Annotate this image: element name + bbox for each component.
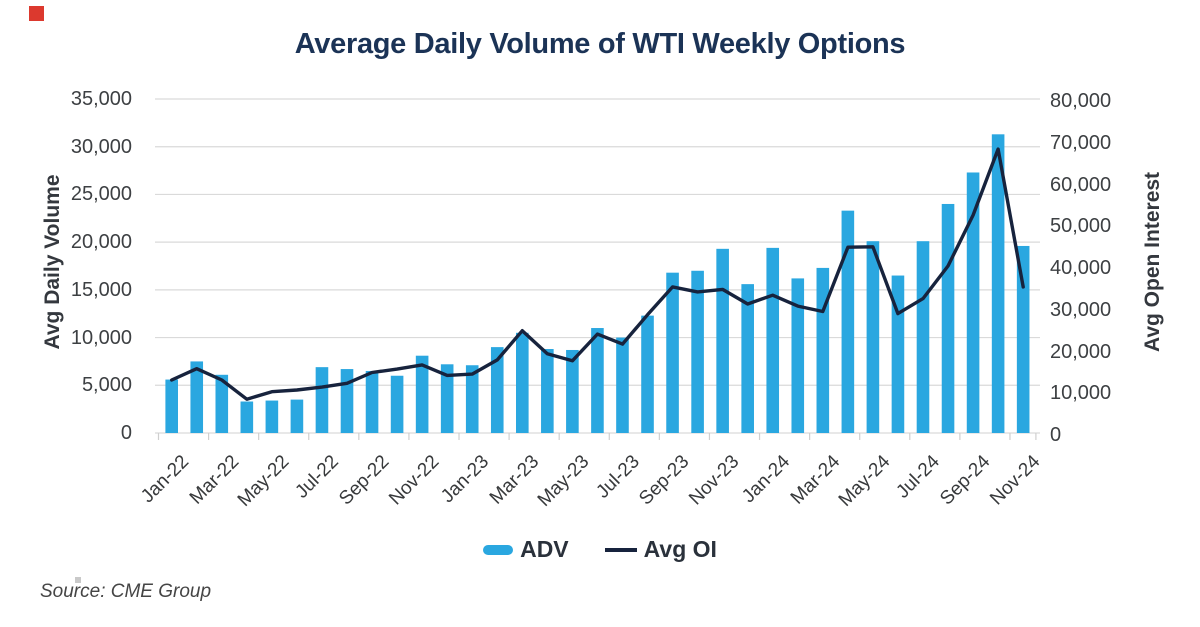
right-axis-tick-label: 20,000 [1050, 340, 1112, 363]
right-axis-tick-label: 10,000 [1050, 382, 1112, 405]
adv-bar-Sep-24 [966, 172, 980, 434]
adv-bar-Apr-22 [240, 401, 254, 433]
left-axis-tick-label: 0 [120, 422, 132, 444]
adv-bar-Jul-23 [616, 337, 629, 433]
right-axis-tick-label: 40,000 [1050, 257, 1112, 279]
legend-item-avg-oi: Avg OI [604, 536, 717, 563]
legend-item-adv: ADV [483, 536, 569, 563]
adv-bar-Dec-22 [440, 364, 454, 433]
right-axis-tick-label: 50,000 [1050, 215, 1112, 238]
adv-bar-Sep-22 [365, 370, 379, 433]
adv-bar-May-22 [265, 400, 279, 433]
right-axis-title: Avg Open Interest [1141, 171, 1164, 353]
adv-bar-Aug-23 [641, 315, 654, 433]
right-axis-tick-label: 60,000 [1050, 173, 1112, 196]
right-axis-tick-label: 80,000 [1050, 90, 1112, 112]
adv-bar-Jan-22 [165, 379, 178, 433]
adv-bar-Nov-23 [716, 248, 729, 433]
adv-bar-Oct-23 [691, 270, 704, 433]
right-axis-tick-label: 30,000 [1050, 298, 1112, 321]
legend-label-avg-oi: Avg OI [643, 536, 717, 562]
adv-bar-Apr-24 [841, 210, 855, 433]
left-axis-tick-label: 35,000 [70, 88, 132, 110]
right-axis-tick-label: 70,000 [1050, 131, 1112, 154]
adv-bar-Oct-22 [390, 375, 404, 433]
avg-oi-line-swatch [604, 547, 637, 552]
adv-bar-Aug-22 [340, 369, 354, 433]
left-axis-tick-label: 20,000 [70, 231, 132, 254]
adv-bar-Jul-24 [916, 241, 930, 433]
adv-bar-May-24 [866, 241, 880, 433]
left-axis-tick-label: 5,000 [81, 374, 132, 397]
adv-bar-Sep-23 [666, 272, 679, 433]
adv-bar-Apr-23 [541, 349, 554, 433]
legend-label-adv: ADV [520, 536, 569, 562]
left-axis-tick-label: 15,000 [70, 278, 132, 301]
adv-bar-Mar-23 [516, 332, 529, 433]
adv-bar-Nov-24 [1016, 245, 1030, 433]
adv-bar-May-23 [566, 349, 579, 433]
adv-bar-Feb-23 [490, 347, 504, 433]
legend: ADV Avg OI [0, 536, 1200, 563]
adv-bar-Nov-22 [415, 355, 429, 433]
adv-bar-Aug-24 [941, 203, 955, 433]
brand-mark-square [29, 6, 44, 21]
avg-oi-line [169, 147, 1025, 401]
adv-bar-swatch [483, 544, 514, 555]
adv-bar-Mar-22 [215, 374, 229, 433]
left-axis-tick-label: 30,000 [70, 135, 132, 158]
adv-bar-Feb-24 [791, 278, 805, 433]
adv-bar-Mar-24 [816, 267, 830, 433]
adv-bar-Jan-24 [766, 247, 780, 433]
source-note: Source: CME Group [40, 581, 212, 602]
source-mark-square [75, 577, 81, 583]
right-axis-tick-label: 0 [1050, 424, 1062, 446]
left-axis-tick-label: 25,000 [70, 183, 132, 206]
adv-bar-Jun-22 [290, 399, 304, 433]
left-axis-title: Avg Daily Volume [41, 174, 64, 350]
adv-bar-Jun-23 [591, 328, 604, 433]
left-axis-tick-label: 10,000 [70, 326, 132, 349]
adv-bar-Jul-22 [315, 367, 329, 433]
adv-bar-Jan-23 [465, 365, 479, 433]
adv-bar-Feb-22 [190, 361, 204, 433]
chart-title: Average Daily Volume of WTI Weekly Optio… [294, 28, 906, 60]
adv-bar-Jun-24 [891, 275, 905, 433]
adv-bar-Oct-24 [991, 134, 1005, 433]
adv-bar-Dec-23 [741, 284, 754, 433]
